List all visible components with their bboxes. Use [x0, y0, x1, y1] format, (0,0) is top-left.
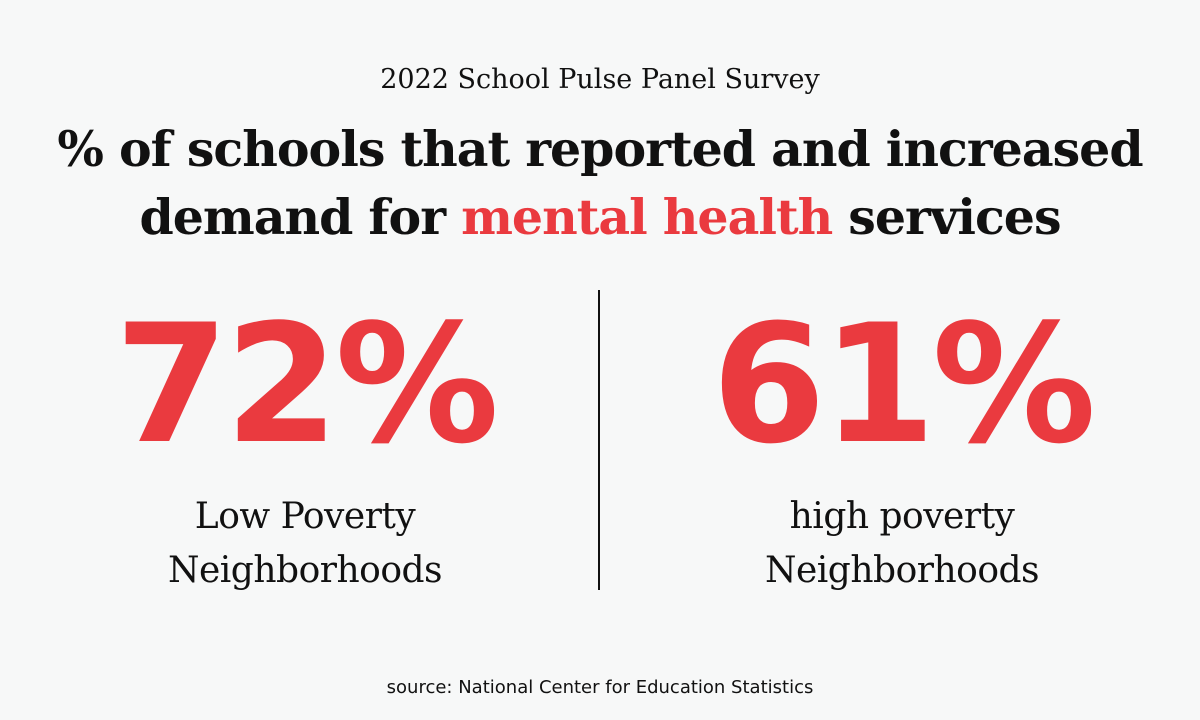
stat-value: 61%: [711, 289, 1097, 480]
headline-text-end: services: [848, 188, 1061, 246]
source-note: source: National Center for Education St…: [386, 677, 814, 698]
stat-label-line: Low Poverty: [194, 496, 416, 537]
stat-label-line: high poverty: [789, 496, 1015, 537]
headline: % of schools that reported and increased…: [40, 115, 1160, 251]
stat-value: 72%: [114, 289, 500, 480]
stat-low-poverty: 72% Low Poverty Neighborhoods: [45, 290, 565, 598]
headline-highlight: mental health: [461, 188, 833, 246]
stat-label: Low Poverty Neighborhoods: [45, 490, 565, 598]
survey-subtitle: 2022 School Pulse Panel Survey: [380, 64, 820, 95]
stat-label: high poverty Neighborhoods: [642, 490, 1162, 598]
stat-high-poverty: 61% high poverty Neighborhoods: [642, 290, 1162, 598]
vertical-divider: [598, 290, 600, 590]
headline-text: % of schools that reported and increased…: [57, 120, 1143, 246]
stat-label-line: Neighborhoods: [167, 550, 443, 591]
stat-label-line: Neighborhoods: [764, 550, 1040, 591]
